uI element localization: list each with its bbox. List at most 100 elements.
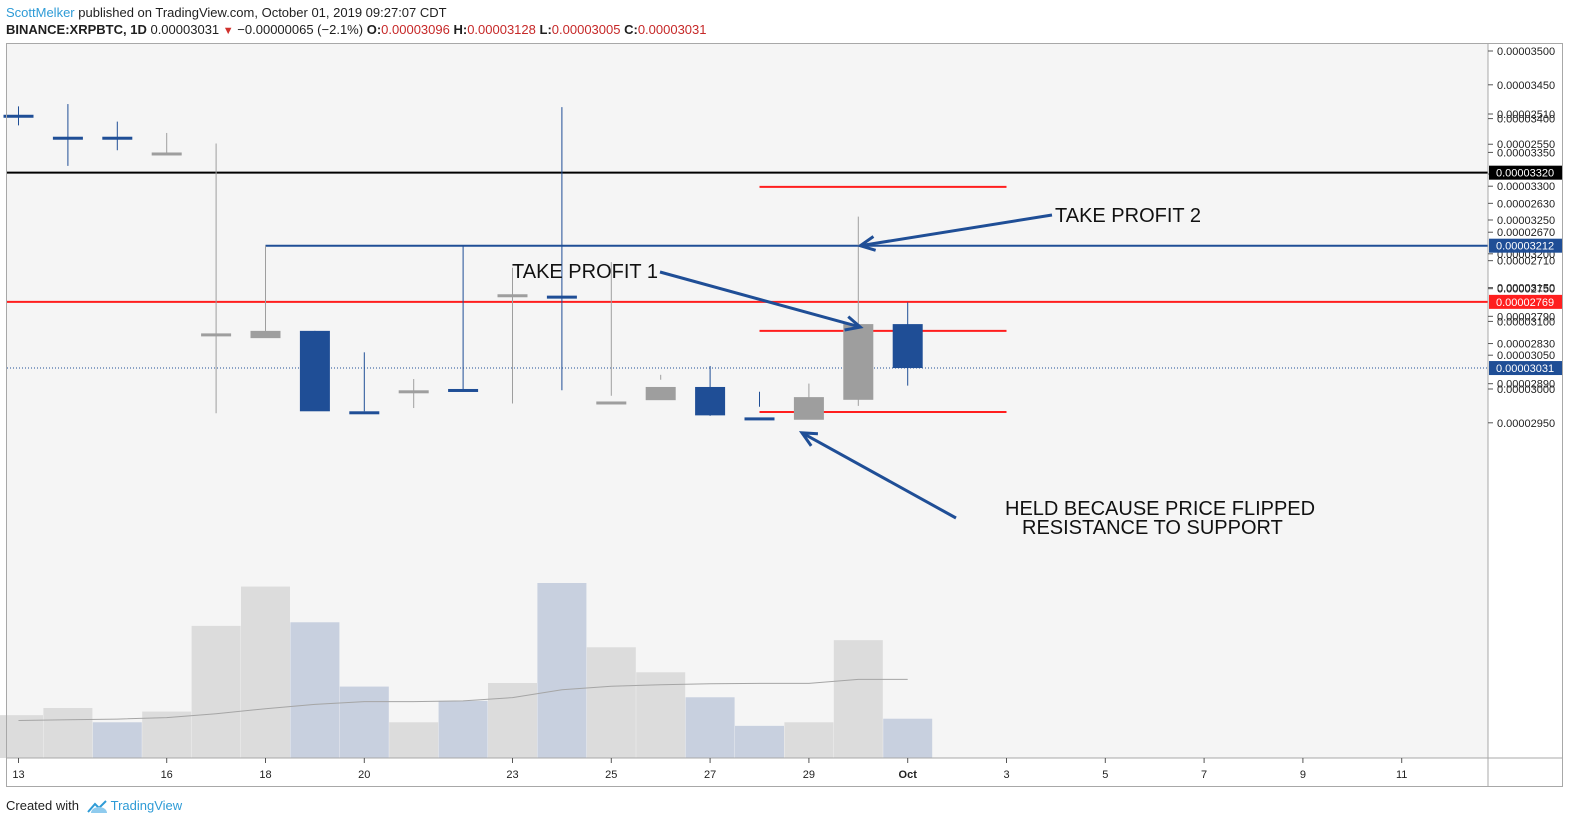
price-tags: 0.00003320 0.00003212 0.00002769 0.00003031 bbox=[1489, 165, 1562, 376]
y-tick-label: 0.00002550 bbox=[1497, 139, 1555, 151]
volume-bar bbox=[833, 640, 883, 758]
chart-frame bbox=[6, 43, 1563, 787]
volume-bar bbox=[92, 722, 142, 758]
candle-body bbox=[793, 397, 824, 420]
candle-body bbox=[695, 386, 726, 416]
time-axis[interactable]: 13 16 18 20 23 25 27 29 Oct 3 5 7 9 11 bbox=[12, 758, 1407, 781]
low-label: L: bbox=[539, 22, 552, 37]
x-tick-label: 20 bbox=[358, 769, 370, 781]
candle-body bbox=[349, 411, 380, 415]
current-price-tag bbox=[1489, 361, 1562, 376]
x-tick-label: 5 bbox=[1102, 769, 1108, 781]
footer: Created with TradingView bbox=[6, 798, 182, 814]
candle-body bbox=[299, 330, 330, 412]
tradingview-logo-icon bbox=[86, 799, 107, 813]
symbol-info: BINANCE:XRPBTC, 1D 0.00003031 ▼ −0.00000… bbox=[6, 22, 707, 37]
resistance-black-tag-label: 0.00003320 bbox=[1496, 168, 1554, 180]
take-profit-2-blue-tag-label: 0.00003212 bbox=[1496, 241, 1554, 253]
volume-bar bbox=[586, 647, 636, 758]
y-tick-label: 0.00002950 bbox=[1497, 418, 1555, 430]
volume-bar bbox=[142, 711, 192, 758]
y-tick-label: 0.00003400 bbox=[1497, 114, 1555, 126]
candle-body bbox=[843, 324, 874, 400]
y-tick-label: 0.00003150 bbox=[1497, 283, 1555, 295]
open-value: 0.00003096 bbox=[381, 22, 450, 37]
annotations: TAKE PROFIT 2 TAKE PROFIT 1 HELD BECAUSE… bbox=[512, 205, 1315, 539]
x-tick-label: 3 bbox=[1003, 769, 1009, 781]
candle-body bbox=[448, 388, 479, 392]
candle-body bbox=[892, 324, 923, 369]
y-tick-label: 0.00002750 bbox=[1497, 284, 1555, 296]
y-tick-label: 0.00002670 bbox=[1497, 227, 1555, 239]
take-profit-2-label: TAKE PROFIT 2 bbox=[1055, 205, 1201, 227]
volume-bar bbox=[636, 672, 686, 758]
volume-bar bbox=[191, 625, 241, 758]
held-note-arrow-head bbox=[798, 431, 819, 447]
x-tick-label: 23 bbox=[506, 769, 518, 781]
volume-bar bbox=[685, 697, 735, 758]
take-profit-2-arrow-shaft bbox=[860, 213, 1053, 248]
volume-bar bbox=[438, 700, 488, 758]
held-note-arrow-shaft bbox=[801, 431, 957, 520]
volume-bar bbox=[389, 722, 439, 758]
close-label: C: bbox=[624, 22, 638, 37]
held-note-line1: HELD BECAUSE PRICE FLIPPED bbox=[1005, 498, 1315, 520]
volume-bar bbox=[0, 715, 43, 758]
down-triangle-icon: ▼ bbox=[222, 25, 234, 37]
y-tick-label: 0.00003500 bbox=[1497, 46, 1555, 58]
take-profit-1-arrow-head bbox=[844, 315, 864, 332]
take-profit-1-arrow bbox=[659, 270, 864, 332]
take-profit-1-arrow-shaft bbox=[659, 270, 861, 329]
y-tick-label: 0.00003050 bbox=[1497, 350, 1555, 362]
take-profit-2-blue-tag bbox=[1489, 238, 1562, 253]
candle-body bbox=[546, 295, 577, 299]
level-lines bbox=[7, 171, 1488, 413]
candles bbox=[3, 104, 923, 421]
candle-body bbox=[52, 136, 83, 140]
held-note-line2: RESISTANCE TO SUPPORT bbox=[1022, 517, 1283, 539]
candle-body bbox=[201, 333, 232, 337]
candle-body bbox=[398, 390, 429, 394]
y-tick-label: 0.00003000 bbox=[1497, 384, 1555, 396]
x-tick-label: 13 bbox=[12, 769, 24, 781]
y-tick-label: 0.00002710 bbox=[1497, 256, 1555, 268]
x-tick-label: 7 bbox=[1201, 769, 1207, 781]
published-text: published on TradingView.com, October 01… bbox=[78, 5, 447, 20]
high-value: 0.00003128 bbox=[467, 22, 536, 37]
x-tick-label: 29 bbox=[803, 769, 815, 781]
candle-body bbox=[497, 294, 528, 298]
y-tick-label: 0.00003350 bbox=[1497, 147, 1555, 159]
price-change: −0.00000065 (−2.1%) bbox=[237, 22, 364, 37]
last-price: 0.00003031 bbox=[150, 22, 220, 37]
x-tick-label: 11 bbox=[1396, 769, 1407, 781]
volume-bar bbox=[735, 725, 784, 758]
x-tick-label: 25 bbox=[605, 769, 617, 781]
volume-bar bbox=[290, 622, 340, 758]
candle-body bbox=[3, 114, 34, 118]
high-label: H: bbox=[453, 22, 468, 37]
y-tick-label: 0.00003250 bbox=[1497, 215, 1555, 227]
candle-body bbox=[744, 417, 775, 421]
resistance-black-tag bbox=[1489, 165, 1562, 180]
x-tick-label: 27 bbox=[704, 769, 716, 781]
volume-bar bbox=[339, 686, 389, 758]
current-price-tag-label: 0.00003031 bbox=[1496, 363, 1554, 375]
y-tick-label: 0.00002830 bbox=[1497, 339, 1555, 351]
y-tick-label: 0.00002630 bbox=[1497, 198, 1555, 210]
candle-body bbox=[102, 136, 133, 140]
tradingview-link[interactable]: TradingView bbox=[110, 798, 183, 813]
close-value: 0.00003031 bbox=[637, 22, 707, 37]
candle-body bbox=[645, 386, 676, 401]
take-profit-2-arrow-head bbox=[856, 235, 877, 252]
author-link[interactable]: ScottMelker bbox=[6, 5, 75, 20]
y-tick-label: 0.00003100 bbox=[1497, 316, 1555, 328]
take-profit-2-arrow bbox=[856, 213, 1053, 252]
volume-bar bbox=[537, 583, 587, 758]
support-red-tag-label: 0.00002769 bbox=[1496, 297, 1554, 309]
publish-info: ScottMelker published on TradingView.com… bbox=[6, 5, 447, 20]
symbol-label[interactable]: BINANCE:XRPBTC, 1D bbox=[6, 22, 147, 37]
volume-bars bbox=[0, 583, 933, 758]
y-tick-label: 0.00003300 bbox=[1497, 181, 1555, 193]
x-tick-label: 9 bbox=[1300, 769, 1306, 781]
